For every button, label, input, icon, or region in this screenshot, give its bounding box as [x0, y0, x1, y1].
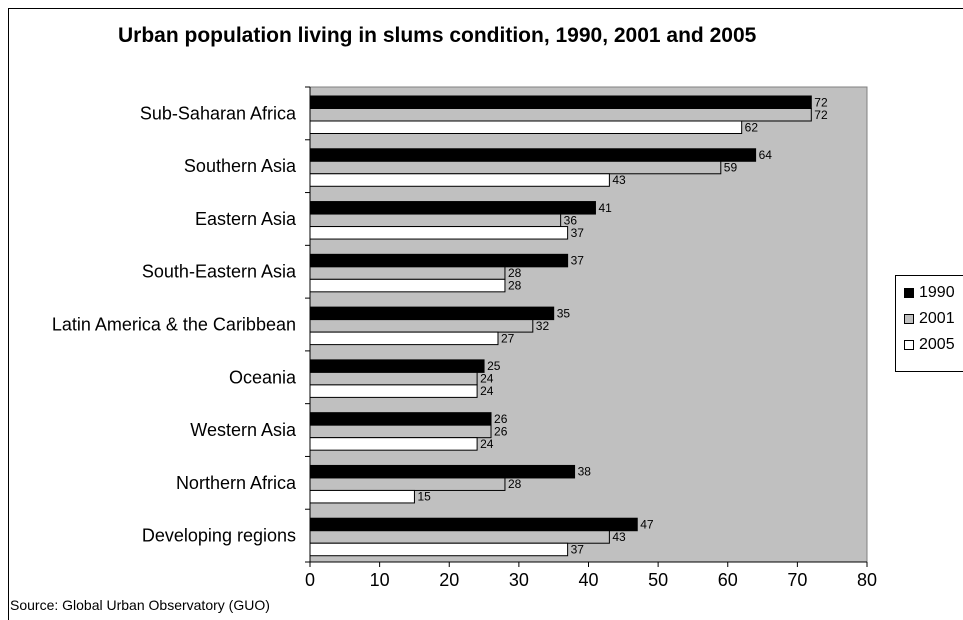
data-label-2001-6: 26 — [494, 424, 508, 438]
x-tick-label-7: 70 — [787, 570, 807, 590]
x-tick-label-3: 30 — [509, 570, 529, 590]
bar-2001-7 — [309, 477, 506, 491]
legend-label-1990: 1990 — [919, 284, 955, 301]
bar-2005-6 — [309, 437, 478, 451]
bar-1990-6 — [309, 412, 492, 426]
data-label-1990-5: 25 — [487, 359, 501, 373]
data-label-2005-0: 62 — [745, 120, 759, 134]
data-label-2005-8: 37 — [571, 542, 585, 556]
data-label-2005-3: 28 — [508, 279, 522, 293]
bar-2005-3 — [309, 278, 506, 293]
bar-2005-1 — [309, 173, 610, 187]
chart-frame — [8, 8, 963, 620]
data-label-1990-3: 37 — [571, 254, 585, 268]
x-tick-label-0: 0 — [305, 570, 315, 590]
data-label-2005-7: 15 — [417, 490, 431, 504]
source-note: Source: Global Urban Observatory (GUO) — [10, 597, 270, 613]
data-label-2001-1: 59 — [724, 161, 738, 175]
category-label-1: Southern Asia — [184, 156, 297, 176]
bar-2005-2 — [309, 226, 569, 240]
data-label-1990-4: 35 — [557, 306, 571, 320]
data-label-2001-8: 43 — [612, 530, 626, 544]
bar-2001-3 — [309, 266, 506, 280]
data-label-2005-2: 37 — [571, 226, 585, 240]
legend-label-2005: 2005 — [919, 336, 955, 353]
bar-1990-1 — [309, 148, 757, 162]
data-label-1990-0: 72 — [814, 95, 828, 109]
bar-2005-8 — [309, 542, 569, 557]
data-label-2001-3: 28 — [508, 266, 522, 280]
data-label-2001-2: 36 — [564, 213, 578, 227]
data-label-1990-7: 38 — [578, 465, 592, 479]
legend-item-2001: 2001 — [904, 310, 955, 328]
data-label-2001-7: 28 — [508, 477, 522, 491]
bar-1990-4 — [309, 306, 555, 321]
bar-2005-5 — [309, 384, 478, 398]
bar-2005-7 — [309, 489, 415, 504]
x-tick-label-4: 40 — [578, 570, 598, 590]
category-label-4: Latin America & the Caribbean — [52, 315, 296, 335]
data-label-1990-2: 41 — [598, 201, 612, 215]
data-label-1990-8: 47 — [640, 517, 654, 531]
x-tick-label-2: 20 — [439, 570, 459, 590]
data-label-2001-0: 72 — [814, 108, 828, 122]
category-label-3: South-Eastern Asia — [142, 262, 297, 282]
bar-1990-3 — [309, 253, 569, 268]
bar-1990-8 — [309, 517, 638, 532]
category-label-0: Sub-Saharan Africa — [140, 103, 297, 123]
bar-2001-0 — [309, 108, 812, 122]
data-label-2005-6: 24 — [480, 437, 494, 451]
x-tick-label-6: 60 — [718, 570, 738, 590]
data-label-1990-6: 26 — [494, 412, 508, 426]
data-label-2001-5: 24 — [480, 372, 494, 386]
x-tick-label-5: 50 — [648, 570, 668, 590]
legend: 1990 2001 2005 — [895, 275, 963, 372]
bar-2001-8 — [309, 530, 610, 544]
bar-2001-2 — [309, 213, 562, 228]
chart-title: Urban population living in slums conditi… — [118, 24, 757, 47]
legend-item-1990: 1990 — [904, 284, 955, 302]
category-label-5: Oceania — [229, 367, 297, 387]
data-label-2005-4: 27 — [501, 331, 515, 345]
bar-1990-2 — [309, 201, 596, 215]
data-label-2005-5: 24 — [480, 384, 494, 398]
legend-swatch-2005 — [904, 340, 914, 350]
legend-swatch-2001 — [904, 314, 914, 324]
bar-2001-5 — [309, 371, 478, 386]
category-label-8: Developing regions — [142, 526, 296, 546]
bar-2005-4 — [309, 331, 499, 346]
category-label-7: Northern Africa — [176, 473, 297, 493]
bar-2001-6 — [309, 424, 492, 439]
data-label-2005-1: 43 — [612, 173, 626, 187]
x-tick-label-8: 80 — [857, 570, 877, 590]
legend-label-2001: 2001 — [919, 310, 955, 327]
legend-swatch-1990 — [904, 288, 914, 298]
bar-2001-1 — [309, 160, 722, 175]
category-label-6: Western Asia — [190, 420, 297, 440]
legend-item-2005: 2005 — [904, 336, 955, 354]
x-tick-label-1: 10 — [370, 570, 390, 590]
bar-2005-0 — [309, 120, 743, 134]
category-label-2: Eastern Asia — [195, 209, 297, 229]
data-label-2001-4: 32 — [536, 319, 550, 333]
bar-2001-4 — [309, 319, 534, 333]
bar-1990-5 — [309, 359, 485, 373]
bar-1990-0 — [309, 95, 812, 109]
bar-1990-7 — [309, 464, 576, 479]
data-label-1990-1: 64 — [759, 148, 773, 162]
